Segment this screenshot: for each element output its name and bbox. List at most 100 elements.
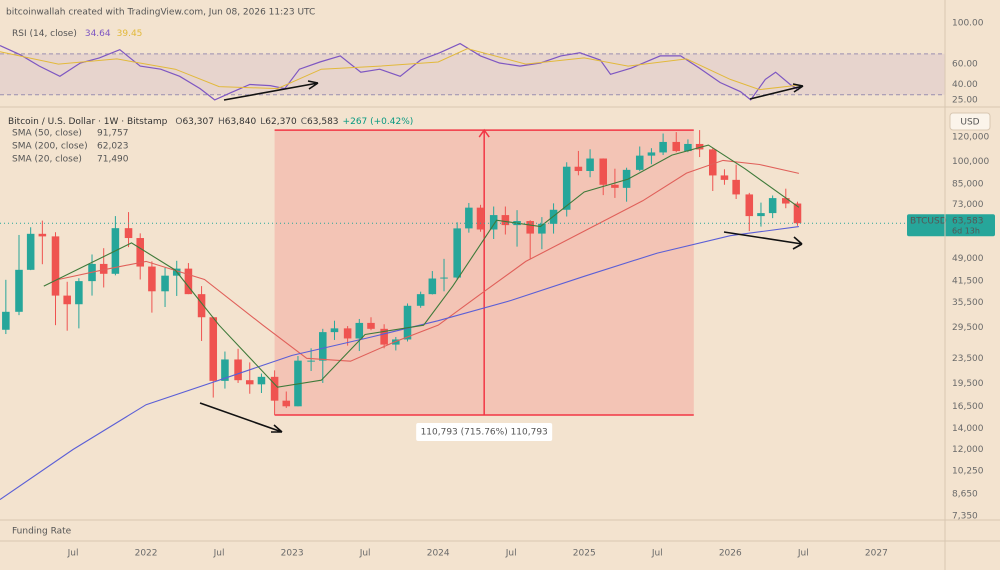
rsi-legend: RSI (14, close) 34.64 39.45 <box>12 29 142 39</box>
candle-body <box>403 305 412 340</box>
currency[interactable]: USD <box>960 118 979 128</box>
candle-body <box>270 376 279 401</box>
quote-value: 63,583 <box>307 117 339 127</box>
candle-body <box>257 376 266 385</box>
price-tag-value: 63,583 <box>952 217 984 227</box>
candle-body <box>197 294 206 318</box>
arrow <box>223 80 319 101</box>
candle-body <box>75 281 83 305</box>
y-tick-label: 14,000 <box>952 424 984 434</box>
legend-name: SMA (200, close) <box>12 142 88 152</box>
y-tick-label: 73,000 <box>952 200 984 210</box>
x-tick-label: 2025 <box>573 549 596 559</box>
x-tick-label: 2026 <box>719 549 742 559</box>
candle-body <box>234 359 242 381</box>
price-legend: Bitcoin / U.S. Dollar · 1W · Bitstamp O63… <box>8 117 413 127</box>
x-tick-label: Jul <box>651 549 663 559</box>
candle-body <box>148 266 156 292</box>
candle-body <box>732 179 740 195</box>
y-tick-label: 35,500 <box>952 298 984 308</box>
rsi-line <box>0 48 799 91</box>
quote-key: H <box>218 117 225 127</box>
currency-button[interactable] <box>949 112 991 131</box>
y-tick-label: 19,500 <box>952 379 984 389</box>
candle-body <box>695 143 704 150</box>
quote-value: 63,307 <box>182 117 214 127</box>
range-arrow <box>478 128 490 416</box>
x-tick-label: Jul <box>67 549 79 559</box>
legend-name: SMA (50, close) <box>12 129 82 139</box>
y-tick-label: 60.00 <box>952 60 978 70</box>
rsi-title: RSI (14, close) <box>12 29 77 39</box>
candle-body <box>38 233 47 237</box>
legend-value: 71,490 <box>97 155 129 165</box>
rsi-line <box>0 42 800 101</box>
candle-body <box>355 322 364 339</box>
y-tick-label: 49,000 <box>952 254 984 264</box>
quote-change: +267 (+0.42%) <box>343 117 414 127</box>
y-tick-label: 100,000 <box>952 157 989 167</box>
y-tick-label: 85,000 <box>952 179 984 189</box>
candle-body <box>124 228 133 239</box>
candle-body <box>282 400 291 407</box>
y-tick-label: 16,500 <box>952 402 984 412</box>
candle-body <box>745 194 754 217</box>
sma-line <box>43 144 800 388</box>
candle-body <box>599 158 607 185</box>
y-tick-label: 7,350 <box>952 512 978 522</box>
quote-key: L <box>260 117 265 127</box>
candle-body <box>476 207 485 230</box>
candle-body <box>757 213 765 217</box>
candle-body <box>611 184 619 188</box>
x-tick-label: Jul <box>359 549 371 559</box>
y-tick-label: 120,000 <box>952 132 989 142</box>
quote-key: C <box>301 117 307 127</box>
quote-value: 63,840 <box>225 117 257 127</box>
arrow <box>749 83 804 100</box>
candle-body <box>586 158 594 172</box>
x-tick-label: 2023 <box>281 549 304 559</box>
quote-value: 62,370 <box>265 117 297 127</box>
legend-name: SMA (20, close) <box>12 155 82 165</box>
x-tick-label: 2027 <box>865 549 888 559</box>
price-tag-countdown: 6d 13h <box>952 227 980 236</box>
candle-body <box>793 203 802 224</box>
candle-body <box>428 278 437 295</box>
rsi-ma-value: 39.45 <box>117 29 143 39</box>
y-tick-label: 12,000 <box>952 445 984 455</box>
sma-line <box>58 159 800 362</box>
candle-body <box>453 228 461 278</box>
candle-body <box>782 198 790 204</box>
candle-body <box>635 155 644 170</box>
candle-body <box>319 332 327 361</box>
candle-body <box>136 238 144 267</box>
candle-body <box>768 198 777 214</box>
candle-body <box>489 215 498 230</box>
price-panel: 110,793 (715.76%) 110,793 120,000 100,000 8… <box>0 129 995 522</box>
candle-body <box>63 295 71 305</box>
candle-body <box>184 268 193 295</box>
header: bitcoinwallah created with TradingView.c… <box>6 8 315 18</box>
candle-body <box>574 166 583 172</box>
sma-line <box>0 226 799 501</box>
candle-body <box>465 207 473 229</box>
x-axis: Jul 2022 Jul 2023 Jul 2024 Jul 2025 Jul 2026 Jul 20… <box>67 549 888 559</box>
rsi-panel: 100.00 60.00 40.00 25.00 <box>0 19 984 105</box>
y-tick-label: 29,500 <box>952 323 984 333</box>
candle-body <box>51 236 60 296</box>
candle-body <box>622 169 631 188</box>
annotation-arrows <box>199 80 804 433</box>
arrow <box>199 402 283 433</box>
candle-body <box>708 149 717 176</box>
funding-rate: Funding Rate <box>12 527 72 537</box>
candle-body <box>440 277 448 279</box>
x-tick-label: Jul <box>213 549 225 559</box>
x-tick-label: 2024 <box>427 549 450 559</box>
x-tick-label: 2022 <box>135 549 158 559</box>
price-tag-symbol: BTCUSD <box>910 217 947 227</box>
candle-body <box>526 221 534 234</box>
rsi-value: 34.64 <box>85 29 111 39</box>
candle-body <box>501 215 510 226</box>
y-tick-label: 23,500 <box>952 354 984 364</box>
